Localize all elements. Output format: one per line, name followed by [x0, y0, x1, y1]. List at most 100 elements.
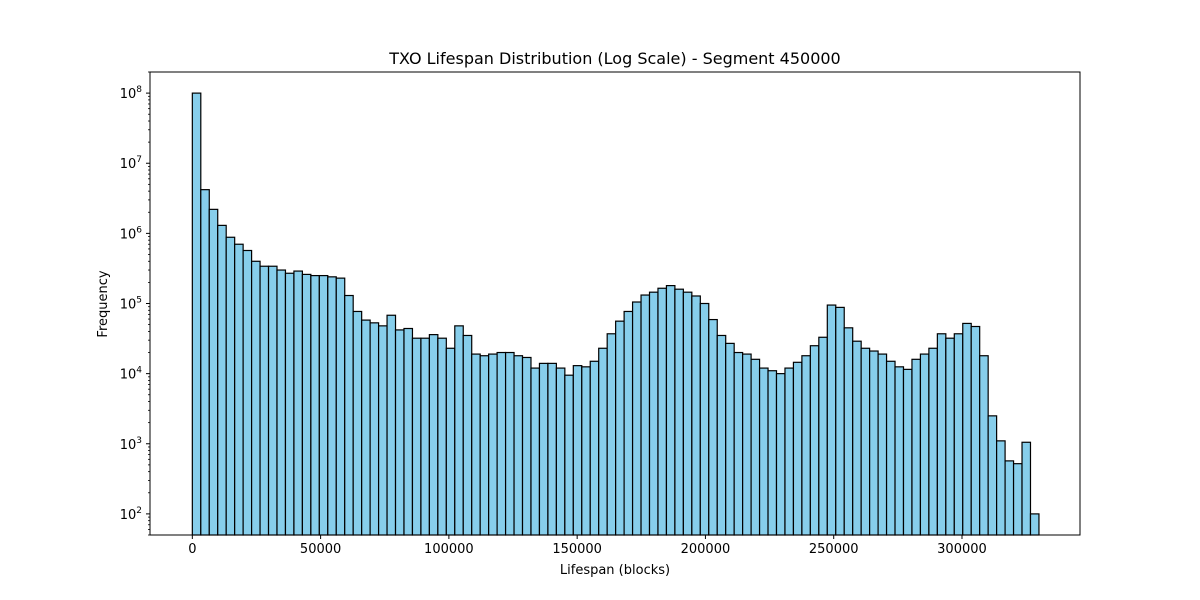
histogram-bar — [411, 337, 422, 536]
histogram-bar — [1021, 441, 1032, 536]
histogram-bar — [699, 302, 710, 536]
histogram-bar — [945, 337, 955, 536]
histogram-bar — [979, 355, 989, 536]
histogram-bar — [843, 327, 854, 536]
histogram-bar — [928, 347, 938, 536]
histogram-bar — [742, 353, 752, 536]
y-tick-base: 10 — [120, 368, 137, 383]
histogram-bar — [428, 334, 439, 536]
histogram-bar — [496, 351, 507, 536]
histogram-bar — [564, 374, 574, 536]
histogram-bar — [538, 362, 549, 536]
y-tick-base: 10 — [120, 157, 137, 172]
histogram-bar — [682, 291, 693, 536]
y-tick-exponent: 7 — [136, 155, 142, 165]
histogram-bar — [310, 274, 320, 536]
y-tick-exponent: 6 — [136, 225, 142, 235]
histogram-bar — [250, 260, 261, 536]
histogram-bar — [674, 288, 684, 536]
histogram-bar — [335, 277, 346, 536]
histogram-bar — [801, 355, 811, 536]
x-axis-label: Lifespan (blocks) — [560, 563, 670, 578]
histogram-bar — [276, 269, 287, 536]
histogram-bar — [775, 373, 786, 536]
x-tick-label: 0 — [188, 542, 196, 557]
histogram-bar — [267, 265, 278, 536]
histogram-bar — [852, 340, 862, 536]
histogram-bar — [615, 320, 625, 536]
histogram-bar — [894, 366, 905, 536]
histogram-bar — [225, 236, 236, 536]
histogram-bar — [377, 325, 388, 536]
histogram-bar — [606, 333, 617, 536]
histogram-bar — [623, 310, 634, 536]
bars-group — [191, 92, 1040, 536]
y-tick-exponent: 4 — [136, 366, 142, 376]
y-tick-base: 10 — [120, 298, 137, 313]
y-tick-label: 102 — [120, 506, 142, 523]
x-axis: 0 50000 100000 150000 200000 250000 300000 — [188, 535, 987, 557]
histogram-bar — [259, 265, 270, 536]
histogram-bar — [318, 274, 329, 536]
histogram-bar — [369, 322, 380, 536]
histogram-bar — [208, 208, 219, 536]
y-tick-base: 10 — [120, 87, 137, 102]
chart-title: TXO Lifespan Distribution (Log Scale) - … — [388, 49, 840, 68]
histogram-bar — [555, 367, 566, 536]
histogram-bar — [877, 353, 888, 536]
y-tick-label: 108 — [120, 85, 143, 102]
histogram-bar — [234, 243, 244, 536]
histogram-bar — [665, 285, 676, 536]
histogram-bar — [885, 360, 896, 536]
histogram-bar — [1029, 513, 1040, 536]
histogram-bar — [953, 333, 964, 536]
histogram-bar — [293, 270, 303, 536]
histogram-bar — [708, 318, 718, 536]
y-tick-label: 104 — [120, 366, 143, 383]
histogram-bar — [902, 368, 913, 536]
y-tick-base: 10 — [120, 508, 137, 523]
histogram-bar — [530, 367, 541, 536]
histogram-bar — [767, 370, 778, 536]
histogram-bar — [1004, 460, 1015, 536]
histogram-bar — [962, 322, 972, 536]
x-tick-label: 250000 — [809, 542, 859, 557]
histogram-bar — [191, 92, 202, 536]
y-tick-base: 10 — [120, 438, 137, 453]
x-tick-label: 200000 — [681, 542, 731, 557]
histogram-bar — [911, 358, 922, 536]
x-tick-label: 50000 — [300, 542, 341, 557]
histogram-bar — [598, 347, 608, 536]
histogram-bar — [572, 365, 583, 536]
y-tick-base: 10 — [120, 227, 137, 242]
y-tick-label: 106 — [120, 225, 143, 242]
histogram-bar — [513, 355, 524, 536]
histogram-bar — [784, 367, 795, 536]
histogram-bar — [386, 314, 397, 536]
histogram-bar — [437, 337, 447, 536]
histogram-bar — [987, 415, 998, 536]
histogram-bar — [581, 366, 591, 536]
y-tick-exponent: 2 — [136, 506, 142, 516]
histogram-bar — [716, 334, 727, 536]
histogram-bar — [301, 273, 312, 536]
histogram-bar — [657, 287, 668, 536]
y-tick-exponent: 3 — [136, 436, 142, 446]
histogram-bar — [200, 189, 210, 536]
histogram-bar — [217, 224, 227, 536]
histogram-bar — [479, 355, 490, 536]
y-tick-exponent: 8 — [136, 85, 142, 95]
histogram-bar — [758, 367, 769, 536]
histogram-bar — [1012, 463, 1023, 536]
histogram-bar — [361, 319, 371, 536]
histogram-bar — [725, 342, 735, 536]
x-tick-label: 100000 — [424, 542, 474, 557]
histogram-bar — [344, 294, 354, 536]
histogram-bar — [936, 333, 947, 536]
y-tick-label: 103 — [120, 436, 142, 453]
histogram-bar — [242, 249, 253, 536]
histogram-bar — [284, 272, 295, 536]
histogram-bar — [809, 345, 820, 536]
